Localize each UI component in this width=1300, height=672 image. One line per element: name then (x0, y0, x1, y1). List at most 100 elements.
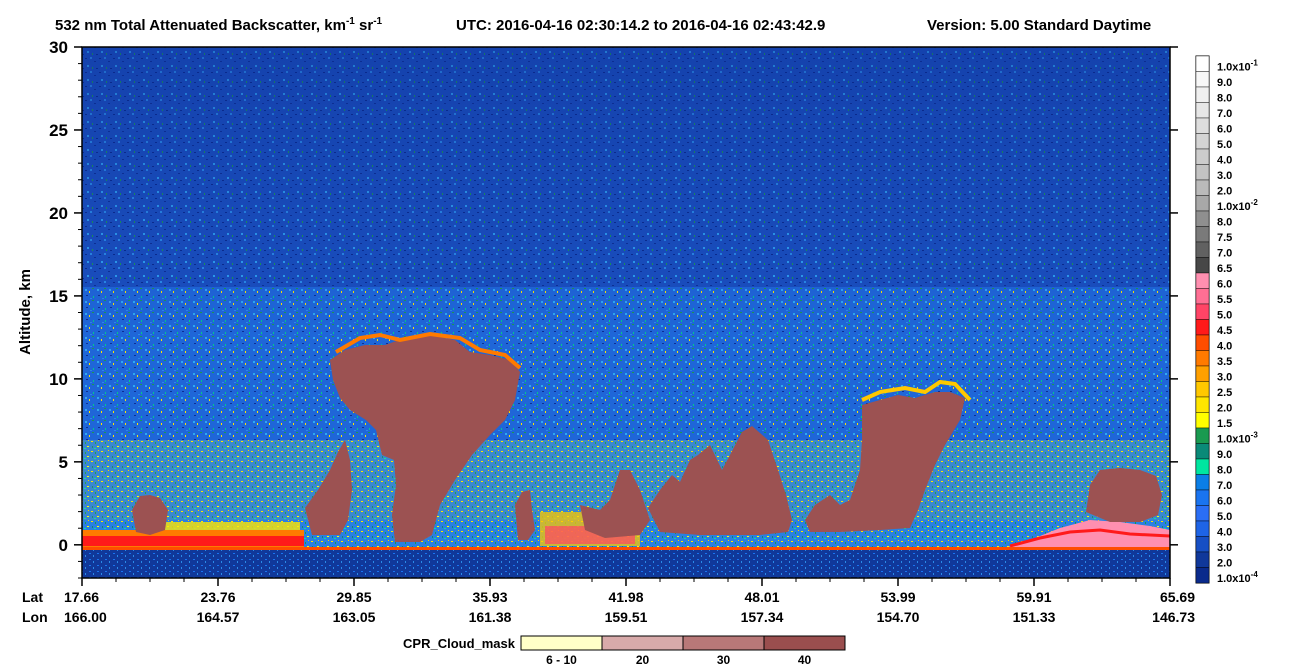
colorbar-swatch (1195, 536, 1210, 553)
colorbar-label: 8.0 (1217, 217, 1232, 229)
colorbar-label: 1.0x10-1 (1217, 59, 1258, 74)
colorbar-swatch (1195, 226, 1210, 243)
colorbar-label: 2.0 (1217, 186, 1232, 198)
cloud-shape-8 (1086, 468, 1162, 522)
x-axis: Lat Lon 17.66 166.00 23.76 164.57 29.85 163.0… (22, 578, 1195, 625)
colorbar-label: 7.0 (1217, 108, 1232, 120)
colorbar-swatch (1195, 148, 1210, 165)
chart-title: 532 nm Total Attenuated Backscatter, km-… (55, 16, 1151, 34)
colorbar-swatch (1195, 365, 1210, 382)
cpr-legend-category: 40 (798, 653, 812, 667)
lon-row-label: Lon (22, 609, 48, 625)
colorbar-label: 1.5 (1217, 418, 1232, 430)
x-tick-lat-label: 23.76 (200, 589, 235, 605)
boundary-layer-east-line (1009, 528, 1171, 548)
colorbar-label: 1.0x10-2 (1217, 198, 1258, 213)
colorbar-swatch (1195, 164, 1210, 181)
colorbar-swatch (1195, 272, 1210, 289)
cpr-legend-swatch (601, 635, 684, 651)
lat-row-label: Lat (22, 589, 43, 605)
title-unit-sup-2: -1 (373, 16, 382, 27)
colorbar-swatch (1195, 71, 1210, 88)
colorbar-label: 7.0 (1217, 248, 1232, 260)
colorbar-label: 9.0 (1217, 449, 1232, 461)
surface-line (82, 547, 1170, 550)
colorbar-label: 1.0x10-4 (1217, 570, 1258, 585)
cpr-legend-category: 20 (636, 653, 650, 667)
colorbar-label: 3.5 (1217, 356, 1232, 368)
colorbar-swatch (1195, 567, 1210, 584)
x-tick-lat-label: 41.98 (608, 589, 643, 605)
cloud-shape-6 (648, 426, 792, 535)
colorbar-label: 6.0 (1217, 496, 1232, 508)
x-tick-lon-label: 157.34 (741, 609, 784, 625)
cloud-shape-1 (305, 440, 352, 535)
colorbar-swatch (1195, 381, 1210, 398)
x-tick-lat-label: 53.99 (880, 589, 915, 605)
colorbar-label: 2.0 (1217, 558, 1232, 570)
x-tick-lat-label: 48.01 (744, 589, 779, 605)
x-tick-lat-label: 17.66 (64, 589, 99, 605)
colorbar-label: 7.0 (1217, 480, 1232, 492)
y-tick-label: 25 (49, 121, 68, 140)
colorbar-swatch (1195, 458, 1210, 475)
colorbar-swatch (1195, 427, 1210, 444)
colorbar-label: 4.0 (1217, 155, 1232, 167)
cpr-legend-category: 30 (717, 653, 731, 667)
colorbar-label: 6.5 (1217, 263, 1232, 275)
colorbar-swatch (1195, 334, 1210, 351)
cpr-cloud-mask-legend: CPR_Cloud_mask 6 - 10 20 30 40 (403, 635, 846, 667)
colorbar-label: 9.0 (1217, 77, 1232, 89)
cpr-cloud-shapes (132, 335, 1162, 542)
colorbar-swatch (1195, 520, 1210, 537)
colorbar-label: 7.5 (1217, 232, 1232, 244)
colorbar-swatch (1195, 489, 1210, 506)
colorbar-swatch (1195, 117, 1210, 134)
x-tick-lon-label: 166.00 (64, 609, 107, 625)
backscatter-plot (82, 47, 1171, 578)
cloud-shape-5 (580, 470, 650, 538)
y-axis: 0 5 10 15 20 25 30 (49, 38, 1178, 579)
x-tick-lat-label: 35.93 (472, 589, 507, 605)
colorbar-label: 2.0 (1217, 403, 1232, 415)
cpr-legend-category: 6 - 10 (546, 653, 577, 667)
y-tick-label: 5 (59, 453, 68, 472)
colorbar-swatch (1195, 55, 1210, 72)
y-tick-label: 30 (49, 38, 68, 57)
colorbar-label: 6.0 (1217, 124, 1232, 136)
y-tick-label: 10 (49, 370, 68, 389)
title-unit-sup: -1 (346, 16, 355, 27)
title-version: Version: 5.00 Standard Daytime (927, 17, 1151, 34)
svg-text:532 nm Total Attenuated Backsc: 532 nm Total Attenuated Backscatter, km-… (55, 16, 383, 34)
boundary-layer-west-top (140, 522, 300, 530)
x-tick-lat-label: 65.69 (1160, 589, 1195, 605)
cloud-shape-7 (805, 392, 965, 532)
colorbar-swatch (1195, 350, 1210, 367)
colorbar-swatch (1195, 179, 1210, 196)
colorbar-label: 4.0 (1217, 527, 1232, 539)
colorbar-swatch (1195, 505, 1210, 522)
x-tick-lon-label: 163.05 (333, 609, 376, 625)
colorbar-swatch (1195, 303, 1210, 320)
colorbar-label: 4.5 (1217, 325, 1232, 337)
y-axis-label: Altitude, km (17, 269, 34, 355)
cloud-top-edge-2 (861, 379, 972, 402)
x-tick-lon-label: 151.33 (1013, 609, 1056, 625)
cpr-legend-swatch (763, 635, 846, 651)
colorbar-swatch (1195, 102, 1210, 119)
y-tick-label: 15 (49, 287, 68, 306)
cloud-shape-3 (515, 490, 535, 540)
colorbar-label: 5.0 (1217, 139, 1232, 151)
cpr-legend-swatch (682, 635, 765, 651)
colorbar-swatch (1195, 319, 1210, 336)
y-tick-label: 0 (59, 536, 68, 555)
colorbar-label: 4.0 (1217, 341, 1232, 353)
x-tick-lon-label: 161.38 (469, 609, 512, 625)
y-tick-label: 20 (49, 204, 68, 223)
colorbar-label: 5.0 (1217, 511, 1232, 523)
cloud-shape-2 (330, 335, 520, 542)
boundary-layer-east (1005, 520, 1170, 548)
colorbar-label: 5.0 (1217, 310, 1232, 322)
